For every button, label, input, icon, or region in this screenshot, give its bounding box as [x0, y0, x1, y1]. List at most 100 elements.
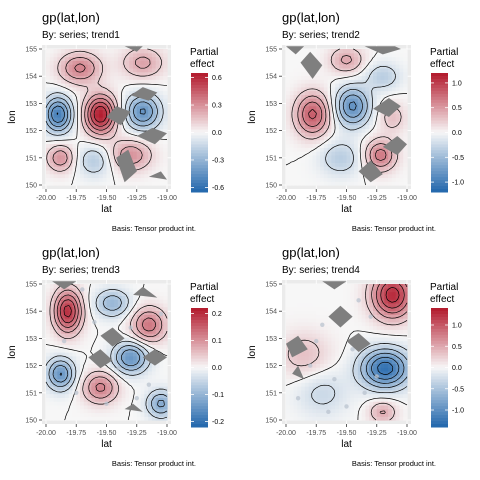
heatmap-cell	[395, 52, 401, 58]
heatmap-cell	[316, 284, 321, 289]
heatmap-cell	[327, 158, 332, 163]
land-mask	[124, 46, 143, 52]
heatmap-cell	[151, 60, 157, 65]
heatmap-cell	[342, 378, 348, 383]
heatmap-cell	[80, 64, 85, 69]
y-tick-label: 155	[265, 47, 277, 54]
heatmap-cell	[369, 117, 374, 122]
heatmap-cell	[391, 177, 397, 182]
heatmap-cell	[98, 393, 104, 398]
heatmap-cell	[110, 299, 115, 304]
heatmap-cell	[159, 378, 164, 383]
heatmap-cell	[91, 310, 96, 315]
heatmap-cell	[297, 162, 302, 167]
heatmap-cell	[136, 56, 142, 61]
heatmap-cell	[61, 352, 66, 357]
heatmap-cell	[369, 416, 374, 421]
heatmap-cell	[304, 404, 310, 410]
heatmap-cell	[350, 367, 355, 372]
heatmap-cell	[148, 295, 153, 300]
heatmap-cell	[380, 363, 385, 368]
heatmap-cell	[335, 352, 340, 357]
heatmap-cell	[98, 314, 104, 319]
heatmap-cell	[140, 105, 145, 111]
heatmap-cell	[57, 56, 62, 61]
heatmap-cell	[308, 284, 314, 289]
heatmap-cell	[354, 49, 359, 54]
heatmap-cell	[95, 169, 100, 175]
heatmap-cell	[365, 113, 370, 118]
heatmap-cell	[53, 314, 58, 319]
heatmap-cell	[342, 333, 348, 338]
heatmap-cell	[102, 120, 108, 126]
heatmap-cell	[388, 340, 393, 346]
heatmap-cell	[64, 181, 70, 186]
colorbar-segment	[191, 165, 208, 169]
heatmap-cell	[132, 306, 138, 312]
heatmap-cell	[159, 75, 164, 80]
heatmap-cell	[376, 94, 382, 99]
heatmap-cell	[163, 49, 168, 54]
heatmap-cell	[316, 49, 321, 54]
heatmap-cell	[361, 64, 367, 69]
heatmap-cell	[151, 393, 157, 398]
heatmap-cell	[46, 340, 51, 346]
heatmap-cell	[106, 352, 111, 357]
heatmap-cell	[372, 139, 378, 145]
heatmap-cell	[388, 67, 393, 73]
heatmap-cell	[357, 173, 363, 179]
heatmap-cell	[110, 181, 115, 186]
heatmap-cell	[301, 94, 306, 99]
heatmap-cell	[308, 117, 314, 122]
heatmap-cell	[357, 109, 363, 114]
heatmap-cell	[136, 67, 142, 73]
heatmap-cell	[376, 306, 382, 312]
heatmap-cell	[301, 412, 306, 417]
heatmap-cell	[155, 83, 161, 88]
heatmap-cell	[98, 49, 104, 54]
heatmap-cell	[331, 177, 336, 182]
heatmap-cell	[335, 109, 340, 114]
heatmap-cell	[376, 86, 382, 92]
heatmap-cell	[369, 302, 374, 308]
heatmap-cell	[159, 374, 164, 380]
heatmap-cell	[57, 173, 62, 179]
heatmap-cell	[312, 382, 317, 387]
heatmap-cell	[148, 71, 153, 77]
heatmap-cell	[87, 325, 92, 330]
heatmap-cell	[342, 139, 348, 145]
heatmap-cell	[136, 344, 142, 349]
heatmap-cell	[380, 60, 385, 65]
plot-title: gp(lat,lon)	[282, 10, 340, 25]
legend-title-line-2: effect	[430, 59, 454, 70]
heatmap-cell	[289, 367, 295, 372]
heatmap-cell	[304, 352, 310, 357]
heatmap-cell	[110, 412, 115, 417]
heatmap-cell	[350, 90, 355, 95]
heatmap-cell	[49, 401, 55, 406]
heatmap-cell	[72, 124, 77, 129]
heatmap-cell	[49, 344, 55, 349]
heatmap-cell	[357, 143, 363, 148]
heatmap-cell	[49, 124, 55, 129]
heatmap-cell	[361, 314, 367, 319]
heatmap-cell	[53, 64, 58, 69]
heatmap-cell	[293, 295, 298, 300]
heatmap-cell	[316, 173, 321, 179]
heatmap-cell	[117, 404, 123, 410]
heatmap-cell	[57, 105, 62, 111]
heatmap-cell	[308, 318, 314, 323]
heatmap-cell	[403, 86, 408, 92]
heatmap-cell	[98, 404, 104, 410]
heatmap-cell	[289, 64, 295, 69]
heatmap-cell	[304, 397, 310, 402]
heatmap-cell	[110, 287, 115, 293]
heatmap-cell	[64, 359, 70, 364]
heatmap-cell	[49, 340, 55, 346]
heatmap-cell	[372, 329, 378, 334]
heatmap-cell	[357, 321, 363, 327]
heatmap-cell	[159, 333, 164, 338]
heatmap-cell	[163, 370, 168, 376]
heatmap-cell	[98, 408, 104, 414]
heatmap-cell	[117, 139, 123, 145]
